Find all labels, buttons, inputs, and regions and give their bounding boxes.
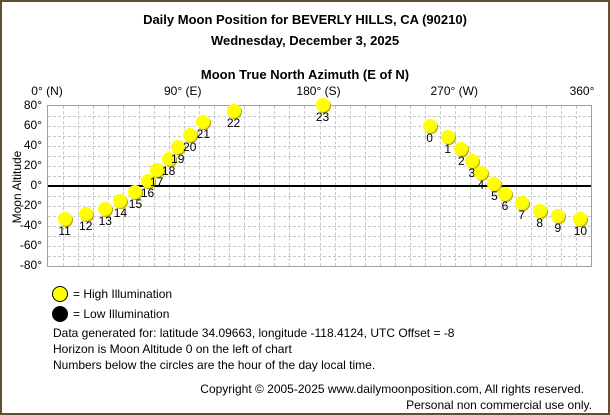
moon-position-marker (161, 152, 176, 166)
x-axis-title: Moon True North Azimuth (E of N) (200, 67, 410, 82)
horizon-line (48, 185, 591, 187)
moon-position-marker (182, 128, 197, 142)
moon-hour-label: 1 (444, 142, 452, 156)
moon-hour-label: 11 (58, 224, 71, 238)
grid-line-horizontal (48, 136, 591, 137)
moon-position-marker (440, 130, 455, 144)
grid-line-horizontal (48, 176, 591, 177)
moon-position-marker (57, 212, 72, 226)
grid-line-horizontal (48, 256, 591, 257)
moon-position-marker (149, 163, 164, 177)
grid-line-horizontal (48, 116, 591, 117)
moon-hour-label: 22 (226, 116, 241, 130)
y-tick-label: -20° (19, 198, 42, 212)
chart-title: Daily Moon Position for BEVERLY HILLS, C… (143, 12, 467, 27)
info-location: Data generated for: latitude 34.09663, l… (53, 326, 455, 340)
y-tick-label: -60° (19, 238, 42, 252)
moon-position-marker (196, 115, 211, 129)
moon-hour-label: 19 (171, 152, 185, 166)
moon-position-marker (113, 194, 128, 208)
yellow-moon-icon (52, 286, 68, 302)
y-axis-title: Moon Altitude (10, 150, 24, 224)
moon-hour-label: 10 (573, 224, 588, 238)
plot-area: 0 1 2 3 4 5 6 7 8 9 10 11 12 13 14 15 16 17 18 19 20 21 22 23 (47, 98, 592, 267)
x-tick-label: 180° (S) (296, 84, 341, 98)
usage-note: Personal non commercial use only. (406, 398, 592, 412)
grid-line-horizontal (48, 196, 591, 197)
y-tick-label: 0° (30, 178, 42, 192)
moon-position-marker (98, 202, 113, 216)
y-tick-label: -80° (19, 258, 42, 272)
moon-hour-label: 12 (79, 219, 93, 233)
grid-line-horizontal (48, 206, 591, 207)
y-tick-label: 20° (23, 158, 42, 172)
grid-line-horizontal (48, 146, 591, 147)
moon-hour-label: 20 (183, 140, 197, 154)
moon-position-marker (532, 204, 547, 218)
legend-high-label: = High Illumination (73, 287, 173, 301)
moon-hour-label: 16 (140, 186, 155, 200)
moon-position-marker (498, 187, 513, 201)
grid-line-horizontal (48, 226, 591, 227)
moon-position-marker (140, 174, 155, 188)
y-tick-label: 80° (23, 98, 42, 112)
moon-hour-label: 7 (518, 208, 525, 222)
moon-hour-label: 21 (196, 127, 211, 141)
legend-high: = High Illumination (52, 286, 172, 302)
grid-line-horizontal (48, 126, 591, 127)
moon-hour-label: 2 (457, 154, 465, 168)
x-tick-label: 90° (E) (164, 84, 202, 98)
moon-hour-label: 0 (426, 131, 433, 145)
moon-position-marker (170, 140, 185, 154)
y-tick-label: 60° (23, 118, 42, 132)
moon-hour-label: 6 (501, 199, 509, 213)
moon-hour-label: 17 (149, 175, 164, 189)
moon-position-marker (573, 212, 588, 226)
x-tick-label: 270° (W) (430, 84, 478, 98)
moon-hour-label: 18 (161, 164, 176, 178)
moon-hour-label: 13 (98, 214, 112, 228)
black-moon-icon (52, 306, 68, 322)
grid-line-horizontal (48, 216, 591, 217)
moon-position-marker (550, 209, 565, 223)
moon-position-marker (128, 185, 143, 199)
x-tick-label: 0° (N) (31, 84, 63, 98)
legend-low: = Low Illumination (52, 306, 169, 322)
moon-hour-label: 5 (491, 189, 498, 203)
grid-line-horizontal (48, 156, 591, 157)
moon-hour-label: 3 (468, 166, 476, 180)
moon-hour-label: 14 (113, 206, 128, 220)
moon-hour-label: 8 (536, 216, 544, 230)
moon-position-marker (514, 196, 529, 210)
info-hours: Numbers below the circles are the hour o… (53, 358, 376, 372)
y-tick-label: 40° (23, 138, 42, 152)
moon-hour-label: 15 (128, 197, 143, 211)
x-tick-label: 360° (569, 84, 595, 98)
moon-position-marker (464, 154, 479, 168)
moon-position-marker (487, 177, 502, 191)
moon-position-marker (315, 98, 330, 112)
moon-hour-label: 9 (554, 221, 562, 235)
copyright: Copyright © 2005-2025 www.dailymoonposit… (200, 382, 584, 396)
grid-line-horizontal (48, 166, 591, 167)
legend-low-label: = Low Illumination (73, 307, 170, 321)
moon-position-marker (454, 142, 469, 156)
moon-hour-label: 23 (315, 110, 330, 124)
info-horizon: Horizon is Moon Altitude 0 on the left o… (53, 342, 292, 356)
grid-line-horizontal (48, 236, 591, 237)
moon-hour-label: 4 (477, 178, 485, 192)
moon-position-marker (226, 104, 241, 118)
moon-position-marker (78, 207, 93, 221)
moon-position-marker (473, 166, 488, 180)
grid-line-horizontal (48, 246, 591, 247)
y-tick-label: -40° (19, 218, 42, 232)
chart-date: Wednesday, December 3, 2025 (210, 33, 400, 48)
moon-position-marker (422, 119, 437, 133)
